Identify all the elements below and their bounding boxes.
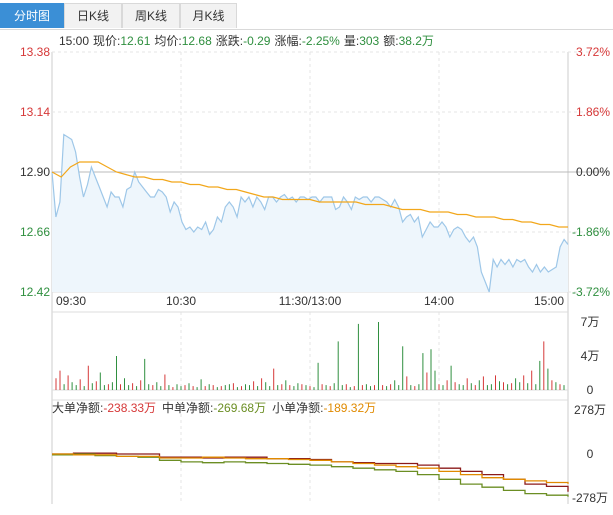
price-y-tick: 13.38 [20,45,50,59]
volume-y-tick: 7万 [581,315,600,329]
flow-mid-label: 中单净额: [162,400,213,415]
tab-intraday[interactable]: 分时图 [0,3,64,28]
time-x-tick: 14:00 [424,294,454,308]
info-change-label: 涨跌: [216,33,243,48]
flow-small-label: 小单净额: [272,401,323,415]
price-line [51,133,569,293]
axis-labels: 13.38 3.72% 13.14 1.86% 12.90 0.00% 12.66 -1.86… [20,45,610,505]
flow-y-tick: 0 [587,447,594,461]
flow-y-tick: -278万 [572,491,608,505]
time-x-tick: 15:00 [534,294,564,308]
flow-big-label: 大单净额: [52,401,103,415]
flow-legend: 大单净额:-238.33万 中单净额:-269.68万 小单净额:-189.32万 [52,400,376,415]
tab-monthly-kline[interactable]: 月K线 [180,3,237,28]
time-x-tick: 11:30/13:00 [279,294,342,308]
pct-y-tick: 3.72% [576,45,610,59]
info-amt: 38.2万 [399,34,434,48]
info-price: 12.61 [120,34,150,48]
price-y-tick: 12.66 [20,225,50,239]
price-y-tick: 12.90 [20,165,50,179]
flow-small-value: -189.32万 [323,401,376,415]
info-vol: 303 [359,34,379,48]
price-panel [51,133,569,293]
info-pct-label: 涨幅: [274,33,301,48]
info-change: -0.29 [243,34,271,48]
volume-y-tick: 4万 [581,349,600,363]
flow-panel [52,452,569,497]
pct-y-tick: 0.00% [576,165,610,179]
time-x-tick: 09:30 [56,294,86,308]
info-price-label: 现价: [93,34,120,48]
price-y-tick: 12.42 [20,285,50,299]
info-bar: 15:00 现价:12.61 均价:12.68 涨跌:-0.29 涨幅:-2.25% 量:… [59,33,434,48]
price-y-tick: 13.14 [20,105,50,119]
tab-daily-kline[interactable]: 日K线 [64,3,122,28]
chart-tabs: 分时图 日K线 周K线 月K线 [0,3,613,30]
time-x-tick: 10:30 [166,294,196,308]
avg-price-line [51,161,568,228]
info-amt-label: 额: [383,34,398,48]
info-avg: 12.68 [182,34,212,48]
pct-y-tick: -1.86% [572,225,610,239]
pct-y-tick: -3.72% [572,285,610,299]
flow-line-mid [52,453,569,497]
price-area [52,134,568,292]
info-vol-label: 量: [344,34,359,48]
volume-y-tick: 0 [587,383,594,397]
volume-panel [55,322,565,390]
info-avg-label: 均价: [154,34,181,48]
tab-weekly-kline[interactable]: 周K线 [122,3,180,28]
flow-big-value: -238.33万 [103,401,156,415]
info-time: 15:00 [59,34,89,48]
pct-y-tick: 1.86% [576,105,610,119]
flow-line-small [52,453,569,484]
flow-mid-value: -269.68万 [213,401,266,415]
flow-y-tick: 278万 [574,403,606,417]
info-pct: -2.25% [302,34,340,48]
